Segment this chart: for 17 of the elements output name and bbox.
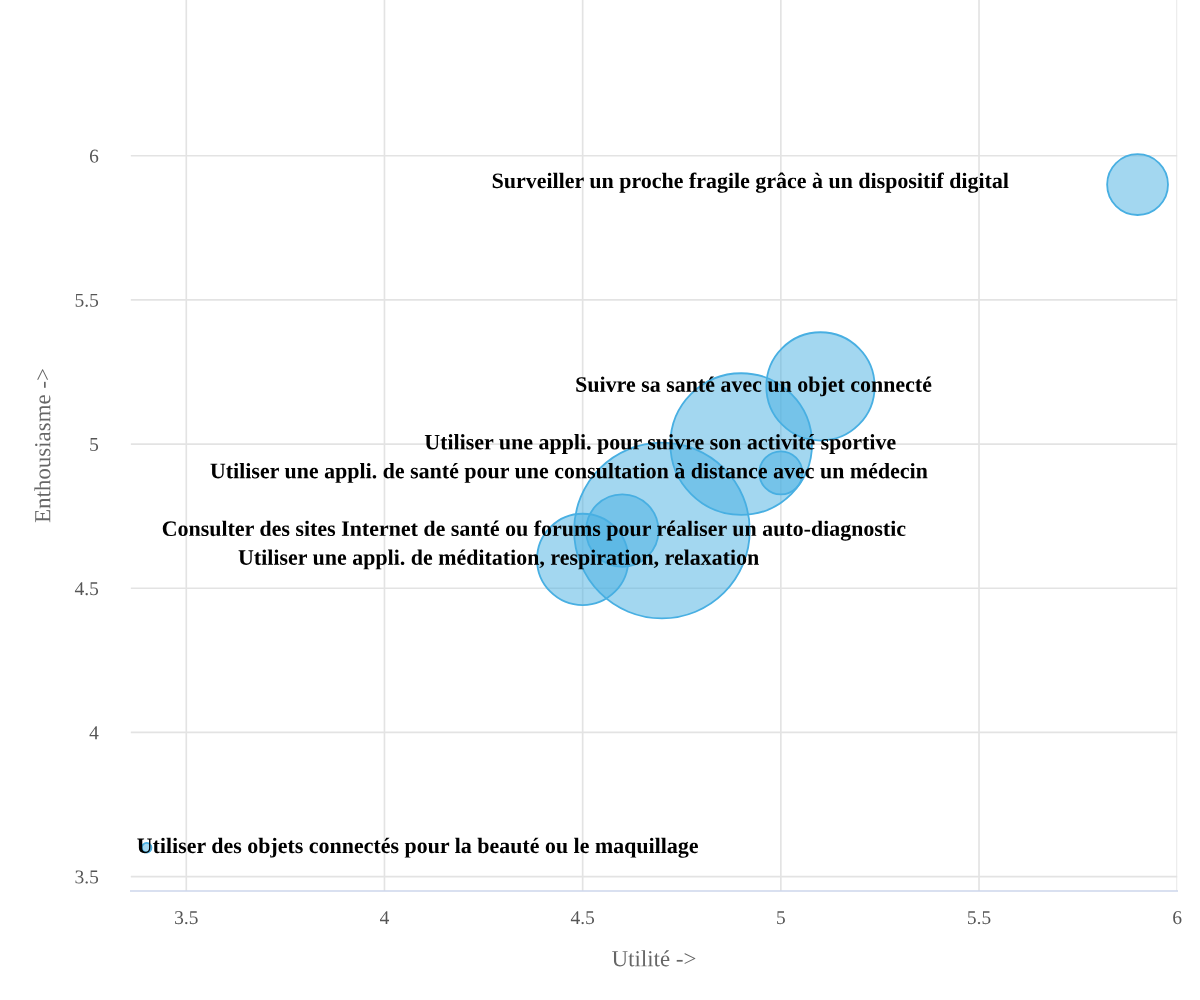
x-tick-label: 5.5 <box>968 911 991 925</box>
y-tick-label: 4.5 <box>74 582 99 596</box>
y-tick-label: 3.5 <box>75 870 99 884</box>
y-axis-title: Enthousiasme -> <box>34 369 51 523</box>
annotation: Utiliser une appli. pour suivre son activité sportive <box>424 434 896 455</box>
y-tick-label: 5.5 <box>75 293 99 307</box>
annotation: Surveiller un proche fragile grâce à un dispositif digital <box>492 172 1009 193</box>
y-tick-label: 6 <box>89 149 99 163</box>
annotation: Consulter des sites Internet de santé ou forums pour réaliser un auto-diagnostic <box>162 520 906 541</box>
x-tick-label: 3.5 <box>175 911 198 925</box>
x-tick-label: 6 <box>1173 911 1182 925</box>
y-tick-label: 4 <box>89 726 99 740</box>
y-tick-label: 5 <box>90 438 99 451</box>
x-tick-label: 4 <box>379 911 390 924</box>
x-tick-label: 5 <box>777 911 785 925</box>
x-axis-title: Utilité -> <box>612 950 696 967</box>
x-tick-label: 4.5 <box>570 911 595 925</box>
